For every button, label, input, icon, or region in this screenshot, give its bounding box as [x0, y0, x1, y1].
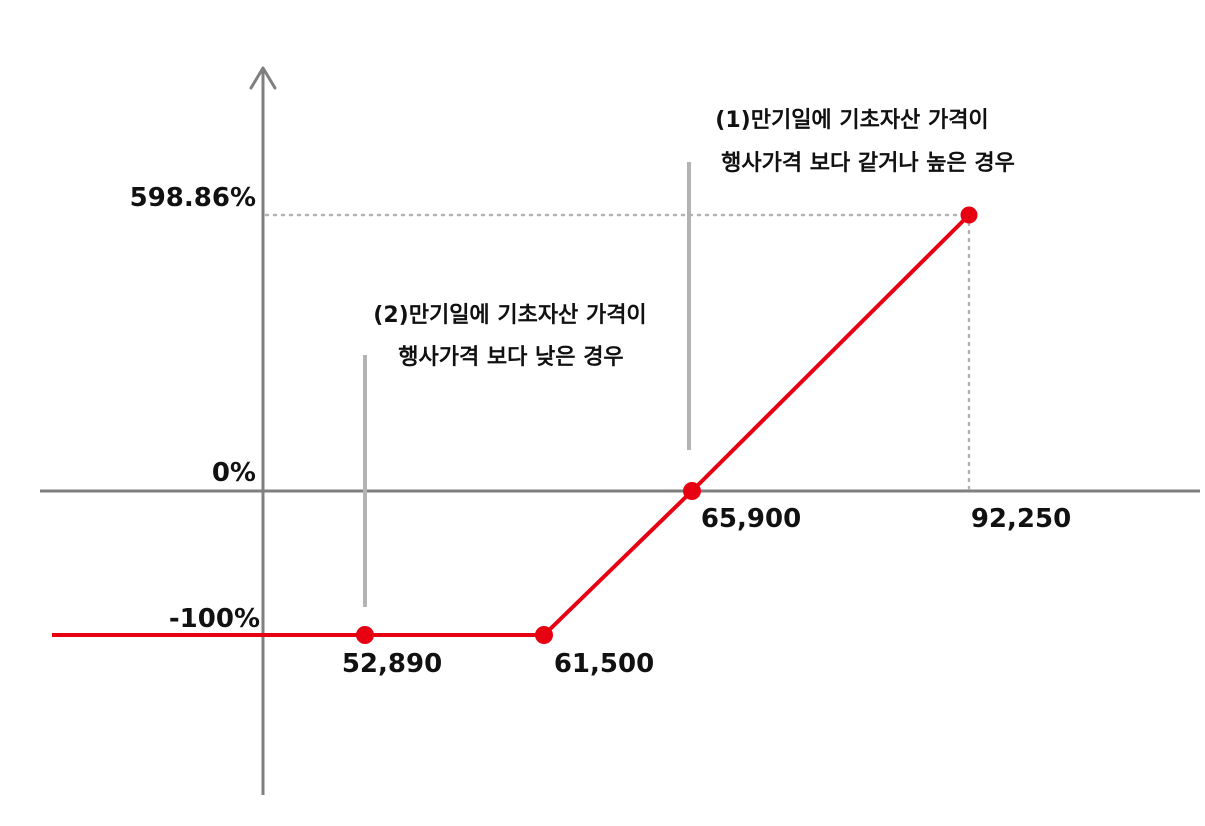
- y-tick-label-max: 598.86%: [130, 183, 256, 213]
- y-tick-label-zero: 0%: [212, 458, 256, 488]
- annotation-2-line1: (2)만기일에 기초자산 가격이: [373, 303, 646, 328]
- annotation-1-line1: (1)만기일에 기초자산 가격이: [715, 108, 988, 133]
- data-point-92250: [960, 206, 978, 224]
- data-point-65900: [683, 482, 701, 500]
- x-tick-label-92250: 92,250: [971, 504, 1071, 534]
- annotation-2-line2: 행사가격 보다 낮은 경우: [398, 345, 623, 370]
- x-tick-label-65900: 65,900: [701, 504, 801, 534]
- data-point-61500: [535, 626, 553, 644]
- x-tick-label-61500: 61,500: [554, 649, 654, 679]
- x-tick-label-52890: 52,890: [342, 649, 442, 679]
- annotation-1-line2: 행사가격 보다 같거나 높은 경우: [721, 151, 1015, 176]
- y-tick-label-min: -100%: [169, 604, 260, 634]
- data-point-52890: [356, 626, 374, 644]
- payoff-line: [52, 213, 971, 637]
- y-axis-arrow-icon: [249, 66, 277, 90]
